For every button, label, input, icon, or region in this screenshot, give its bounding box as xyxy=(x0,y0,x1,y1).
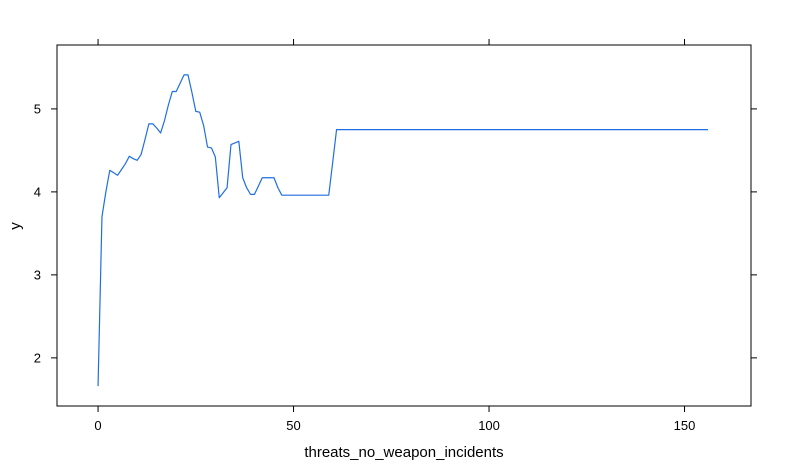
axis-ticks xyxy=(51,39,757,412)
x-tick-label: 100 xyxy=(478,418,500,433)
series-line xyxy=(97,74,708,387)
plot-panel-border xyxy=(56,44,752,407)
y-tick-label: 4 xyxy=(34,184,41,199)
y-tick-label: 3 xyxy=(34,267,41,282)
x-axis-title: threats_no_weapon_incidents xyxy=(304,444,503,461)
y-axis-title: y xyxy=(7,222,24,230)
y-tick-label: 2 xyxy=(34,350,41,365)
x-tick-label: 50 xyxy=(286,418,300,433)
x-tick-label: 150 xyxy=(674,418,696,433)
axis-tick-labels: 0 50 100 150 2 3 4 5 xyxy=(34,101,696,433)
y-tick-label: 5 xyxy=(34,101,41,116)
x-tick-label: 0 xyxy=(94,418,101,433)
